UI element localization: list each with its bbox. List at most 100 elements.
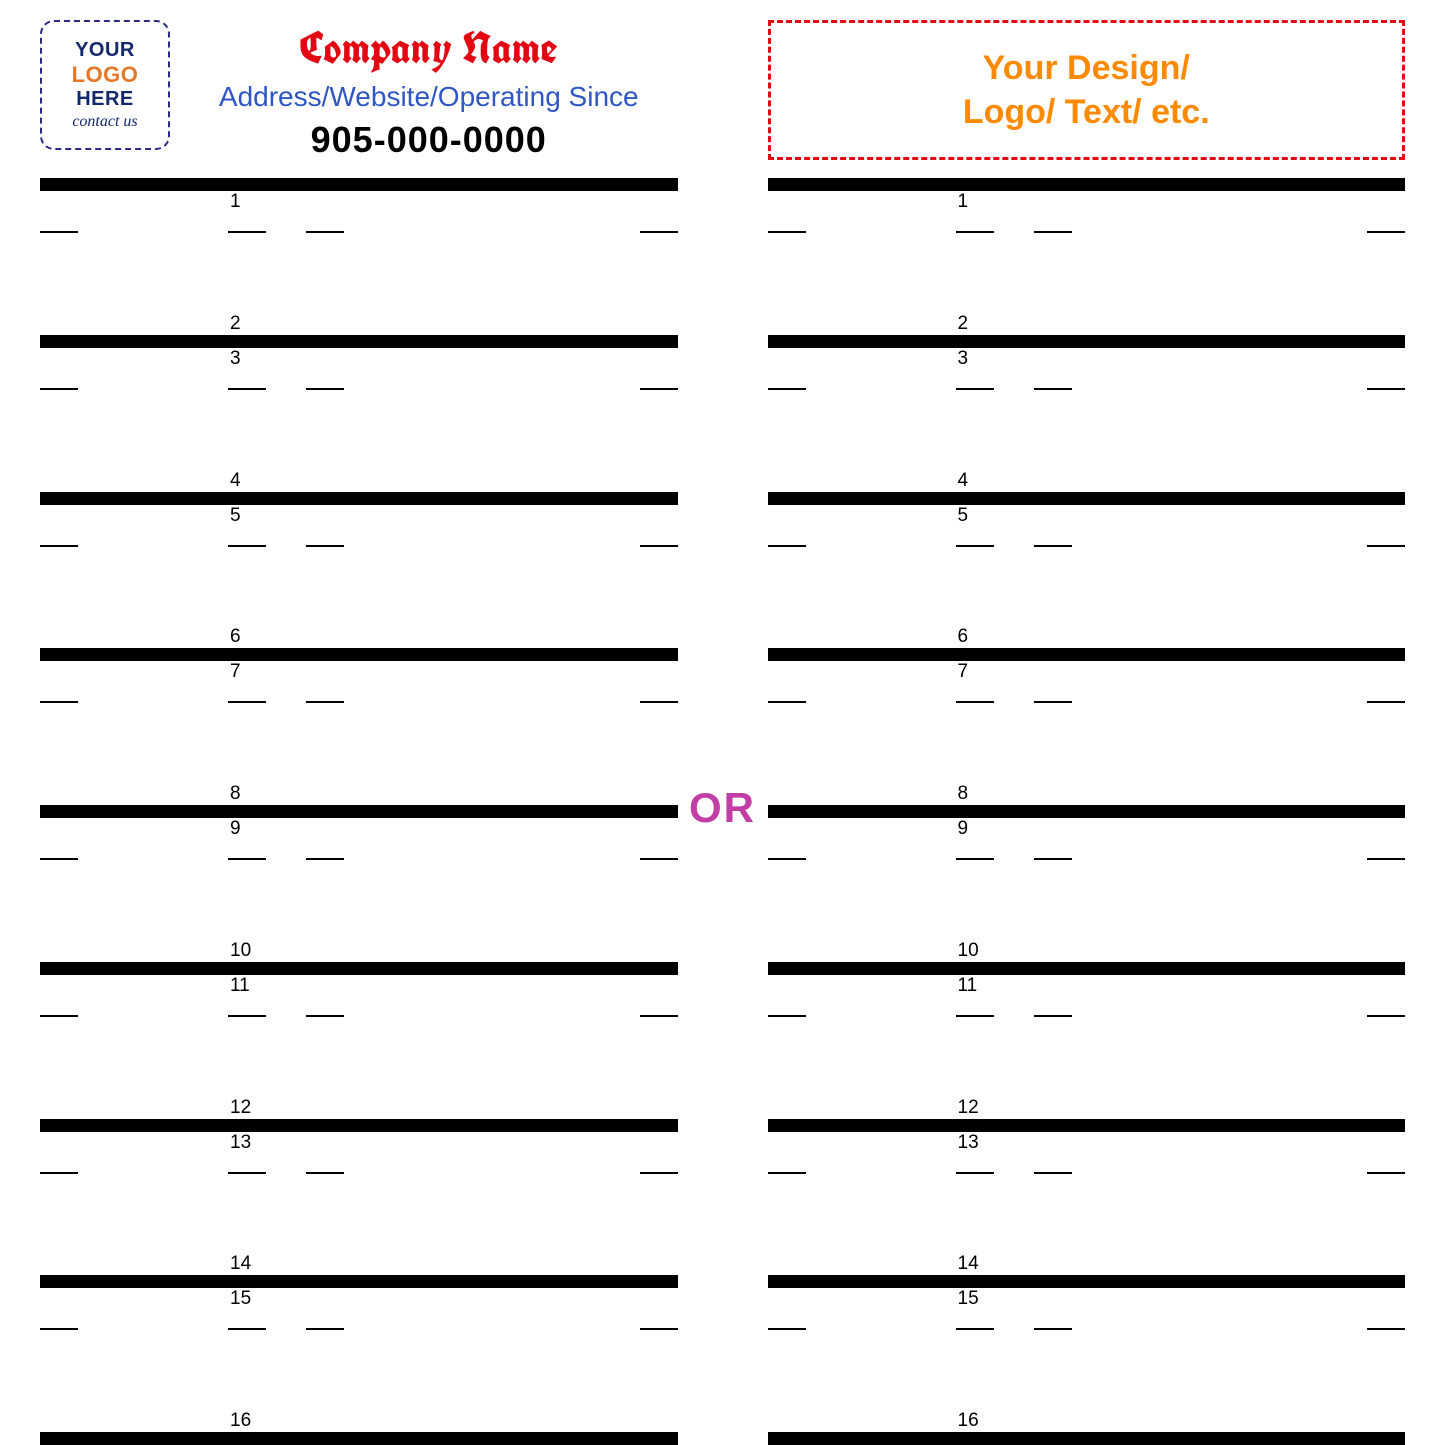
field-dash (768, 1172, 806, 1174)
row-number: 2 (768, 313, 1406, 335)
logo-placeholder-box: YOUR LOGO HERE contact us (40, 20, 170, 150)
row-number: 16 (768, 1410, 1406, 1432)
divider-bar (40, 492, 678, 505)
row-number: 7 (40, 661, 678, 683)
field-dash (768, 1015, 806, 1017)
entry-dash-row (768, 213, 1406, 235)
row-number: 1 (40, 191, 678, 213)
divider-bar (768, 962, 1406, 975)
field-dash (40, 701, 78, 703)
row-spacer (768, 235, 1406, 313)
field-dash (1034, 231, 1072, 233)
field-dash (40, 1328, 78, 1330)
logo-line-1: YOUR (75, 39, 135, 62)
field-dash (640, 701, 678, 703)
field-dash (228, 1172, 266, 1174)
field-dash (640, 858, 678, 860)
row-number: 13 (40, 1132, 678, 1154)
field-dash (306, 388, 344, 390)
divider-bar (768, 805, 1406, 818)
entry-dash-row (40, 840, 678, 862)
row-spacer (40, 235, 678, 313)
entry-dash-row (768, 370, 1406, 392)
entry-dash-row (768, 840, 1406, 862)
row-number: 13 (768, 1132, 1406, 1154)
divider-bar (768, 648, 1406, 661)
field-dash (1367, 1172, 1405, 1174)
row-number: 1 (768, 191, 1406, 213)
row-number: 8 (768, 783, 1406, 805)
field-dash (40, 231, 78, 233)
row-spacer (768, 1332, 1406, 1410)
company-name: Company Name (300, 20, 558, 77)
field-dash (640, 1328, 678, 1330)
field-dash (956, 1015, 994, 1017)
field-dash (40, 1015, 78, 1017)
field-dash (956, 231, 994, 233)
row-number: 11 (40, 975, 678, 997)
field-dash (1034, 858, 1072, 860)
entry-dash-row (768, 1154, 1406, 1176)
field-dash (306, 545, 344, 547)
divider-bar (40, 962, 678, 975)
field-dash (228, 858, 266, 860)
divider-bar (768, 178, 1406, 191)
row-number: 15 (768, 1288, 1406, 1310)
page-container: YOUR LOGO HERE contact us Company Name A… (0, 0, 1445, 1445)
row-spacer (40, 392, 678, 470)
divider-bar (768, 335, 1406, 348)
row-number: 14 (768, 1253, 1406, 1275)
row-number: 14 (40, 1253, 678, 1275)
design-line-1: Your Design/ (983, 49, 1190, 87)
design-line-2: Logo/ Text/ etc. (963, 93, 1210, 131)
row-number: 6 (768, 626, 1406, 648)
field-dash (228, 701, 266, 703)
field-dash (956, 1328, 994, 1330)
logo-contact-line: contact us (72, 113, 137, 131)
field-dash (1367, 858, 1405, 860)
field-dash (1367, 388, 1405, 390)
field-dash (768, 701, 806, 703)
field-dash (306, 231, 344, 233)
entry-dash-row (40, 683, 678, 705)
field-dash (768, 858, 806, 860)
row-number: 3 (768, 348, 1406, 370)
entry-dash-row (40, 1154, 678, 1176)
row-spacer (40, 705, 678, 783)
field-dash (768, 231, 806, 233)
field-dash (1034, 701, 1072, 703)
row-number: 12 (40, 1097, 678, 1119)
entry-dash-row (40, 1310, 678, 1332)
field-dash (306, 858, 344, 860)
field-dash (640, 388, 678, 390)
field-dash (228, 1328, 266, 1330)
phone-number: 905-000-0000 (311, 119, 547, 161)
divider-bar (768, 1119, 1406, 1132)
field-dash (1034, 1328, 1072, 1330)
entry-dash-row (768, 527, 1406, 549)
entry-dash-row (768, 1310, 1406, 1332)
row-number: 9 (40, 818, 678, 840)
divider-bar (40, 1432, 678, 1445)
right-table: 12345678910111213141516 (768, 178, 1406, 1445)
field-dash (306, 1172, 344, 1174)
row-number: 8 (40, 783, 678, 805)
field-dash (768, 545, 806, 547)
entry-dash-row (40, 527, 678, 549)
field-dash (40, 1172, 78, 1174)
field-dash (768, 388, 806, 390)
field-dash (306, 1015, 344, 1017)
row-spacer (40, 1176, 678, 1254)
divider-bar (40, 178, 678, 191)
right-header: Your Design/ Logo/ Text/ etc. (768, 20, 1406, 160)
right-column: Your Design/ Logo/ Text/ etc. 1234567891… (768, 20, 1406, 1445)
row-spacer (768, 1019, 1406, 1097)
logo-line-2: LOGO (72, 62, 139, 88)
field-dash (1367, 1328, 1405, 1330)
field-dash (640, 1015, 678, 1017)
left-column: YOUR LOGO HERE contact us Company Name A… (40, 20, 678, 1445)
field-dash (228, 231, 266, 233)
field-dash (768, 1328, 806, 1330)
divider-bar (40, 335, 678, 348)
field-dash (228, 545, 266, 547)
